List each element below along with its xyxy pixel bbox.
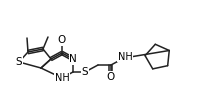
Text: NH: NH (117, 52, 132, 62)
Text: O: O (106, 72, 115, 82)
Text: NH: NH (54, 73, 69, 83)
Text: N: N (69, 54, 76, 64)
Text: S: S (16, 57, 22, 67)
Text: S: S (81, 67, 88, 77)
Text: O: O (58, 35, 66, 45)
